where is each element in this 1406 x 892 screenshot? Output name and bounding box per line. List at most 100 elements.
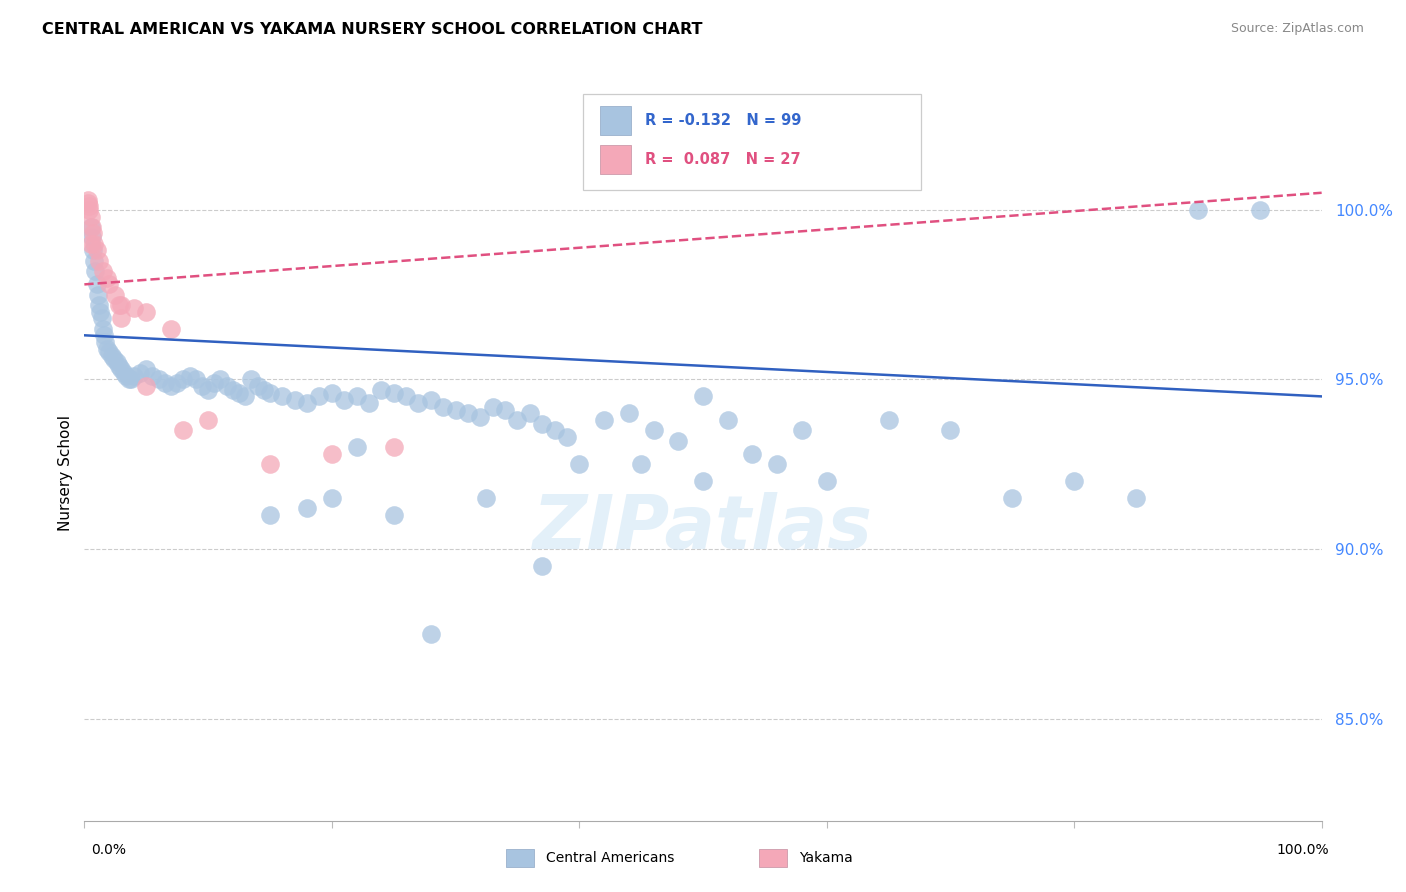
Point (120, 372, 142, 386)
Text: R =  0.087   N = 27: R = 0.087 N = 27 (645, 153, 801, 167)
Point (506, 413, 529, 427)
Point (692, 389, 714, 403)
Point (939, 423, 962, 437)
Point (370, 383, 392, 397)
Point (129, 366, 152, 380)
Point (233, 389, 256, 403)
Point (321, 491, 343, 506)
Point (77, 196, 100, 211)
Point (692, 475, 714, 489)
Point (457, 406, 479, 420)
Point (79, 236, 101, 251)
Point (617, 406, 640, 420)
Point (96, 342, 118, 356)
Point (1063, 475, 1085, 489)
Text: Yakama: Yakama (799, 851, 852, 865)
Point (593, 413, 616, 427)
Point (112, 366, 135, 380)
Point (1249, 202, 1271, 217)
Point (432, 400, 454, 414)
Point (79, 219, 101, 234)
Point (408, 396, 430, 410)
Point (357, 396, 380, 410)
Point (172, 423, 194, 437)
Text: Source: ZipAtlas.com: Source: ZipAtlas.com (1230, 22, 1364, 36)
Point (148, 372, 170, 386)
Point (82, 227, 104, 241)
Point (184, 372, 207, 386)
Point (115, 369, 138, 384)
Point (295, 501, 318, 516)
Point (93, 328, 115, 343)
Point (96, 270, 118, 285)
Point (1125, 491, 1147, 506)
Point (191, 379, 214, 393)
Point (110, 311, 132, 326)
Point (79, 210, 101, 224)
Point (494, 403, 516, 417)
Point (105, 355, 128, 369)
Point (531, 417, 554, 431)
Point (531, 559, 554, 574)
Point (90, 311, 112, 326)
Point (1187, 202, 1209, 217)
Point (197, 383, 219, 397)
Point (77, 193, 100, 207)
Point (118, 372, 141, 386)
Point (419, 627, 441, 641)
Point (666, 434, 689, 448)
Point (240, 372, 263, 386)
Point (179, 369, 201, 384)
Point (160, 379, 183, 393)
Point (80, 219, 103, 234)
Point (519, 406, 541, 420)
Point (135, 379, 157, 393)
Text: ZIPatlas: ZIPatlas (533, 491, 873, 565)
Point (222, 383, 245, 397)
Point (259, 457, 281, 471)
Point (346, 440, 368, 454)
Point (166, 376, 188, 390)
Point (209, 372, 232, 386)
Point (253, 383, 276, 397)
Point (98, 277, 121, 292)
Point (284, 392, 307, 407)
Point (141, 369, 163, 384)
Point (741, 447, 763, 461)
Point (91, 264, 114, 278)
Point (215, 379, 238, 393)
Point (86, 277, 108, 292)
Point (135, 362, 157, 376)
Point (108, 298, 131, 312)
Point (444, 403, 467, 417)
Point (259, 386, 281, 401)
Point (470, 409, 492, 424)
Point (86, 244, 108, 258)
Point (259, 508, 281, 523)
Y-axis label: Nursery School: Nursery School (58, 415, 73, 531)
Point (308, 389, 330, 403)
Point (790, 423, 813, 437)
Point (79, 199, 101, 213)
Point (333, 392, 356, 407)
Point (91, 321, 114, 335)
Point (83, 236, 105, 251)
Point (1001, 491, 1024, 506)
Point (100, 349, 122, 363)
Point (82, 244, 104, 258)
Point (643, 423, 665, 437)
Point (228, 386, 250, 401)
Point (108, 359, 131, 373)
Point (89, 253, 111, 268)
Point (717, 413, 740, 427)
Point (630, 457, 652, 471)
Point (382, 508, 405, 523)
Point (475, 491, 498, 506)
Point (122, 301, 145, 315)
Point (321, 386, 343, 401)
Point (543, 423, 565, 437)
Point (87, 287, 110, 301)
Text: R = -0.132   N = 99: R = -0.132 N = 99 (645, 113, 801, 128)
Point (877, 413, 900, 427)
Point (321, 447, 343, 461)
